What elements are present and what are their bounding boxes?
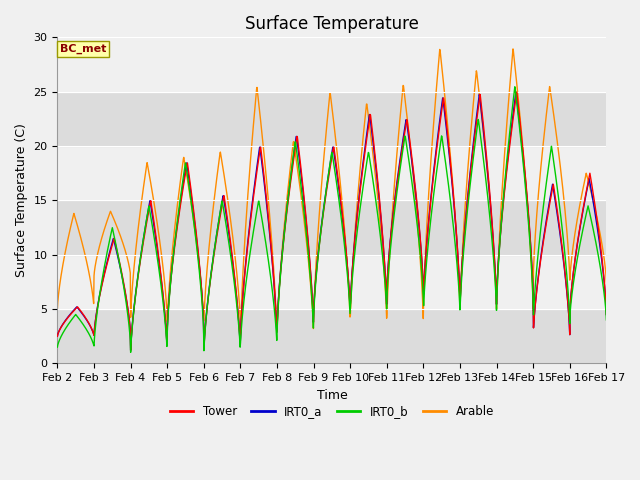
Line: Tower: Tower (58, 92, 606, 350)
IRT0_a (308, 290, 316, 296)
Legend: Tower, IRT0_a, IRT0_b, Arable: Tower, IRT0_a, IRT0_b, Arable (165, 400, 499, 423)
Arable (366, 128, 374, 133)
Bar (58, 255, 606, 309)
IRT0_b (54, 344, 61, 350)
IRT0_b (287, 174, 294, 180)
Line: IRT0_b: IRT0_b (58, 87, 606, 352)
IRT0_b (511, 84, 518, 90)
IRT0_b (118, 275, 126, 281)
IRT0_b (127, 349, 134, 355)
IRT0_a (96, 291, 104, 297)
IRT0_a (298, 180, 306, 186)
IRT0_b (366, 159, 374, 165)
IRT0_a (512, 89, 520, 95)
IRT0_a (54, 333, 61, 339)
Line: Arable: Arable (58, 49, 606, 334)
Tower (287, 179, 294, 184)
Text: BC_met: BC_met (60, 44, 106, 54)
Arable (509, 46, 517, 52)
Title: Surface Temperature: Surface Temperature (245, 15, 419, 33)
Tower (513, 89, 520, 95)
Tower (602, 312, 610, 317)
Arable (298, 201, 306, 206)
Y-axis label: Surface Temperature (C): Surface Temperature (C) (15, 123, 28, 277)
Bar (58, 92, 606, 146)
Arable (287, 161, 294, 167)
Tower (308, 288, 316, 294)
Bar (58, 146, 606, 200)
Tower (118, 273, 126, 278)
Tower (366, 112, 374, 118)
IRT0_a (287, 175, 294, 180)
Arable (96, 242, 104, 248)
Tower (127, 348, 134, 353)
Arable (54, 306, 61, 312)
Bar (58, 309, 606, 363)
IRT0_b (308, 297, 316, 302)
IRT0_b (96, 290, 104, 296)
Arable (237, 331, 244, 336)
Tower (298, 175, 306, 181)
Arable (602, 279, 610, 285)
Bar (58, 37, 606, 92)
X-axis label: Time: Time (317, 389, 348, 402)
Tower (96, 292, 104, 298)
IRT0_a (602, 312, 610, 317)
IRT0_a (118, 274, 126, 280)
Arable (308, 299, 316, 305)
IRT0_a (366, 115, 374, 121)
IRT0_a (127, 348, 134, 353)
IRT0_b (298, 192, 306, 197)
IRT0_b (602, 317, 610, 323)
Line: IRT0_a: IRT0_a (58, 92, 606, 350)
Arable (118, 238, 126, 244)
Bar (58, 200, 606, 255)
Tower (54, 333, 61, 339)
